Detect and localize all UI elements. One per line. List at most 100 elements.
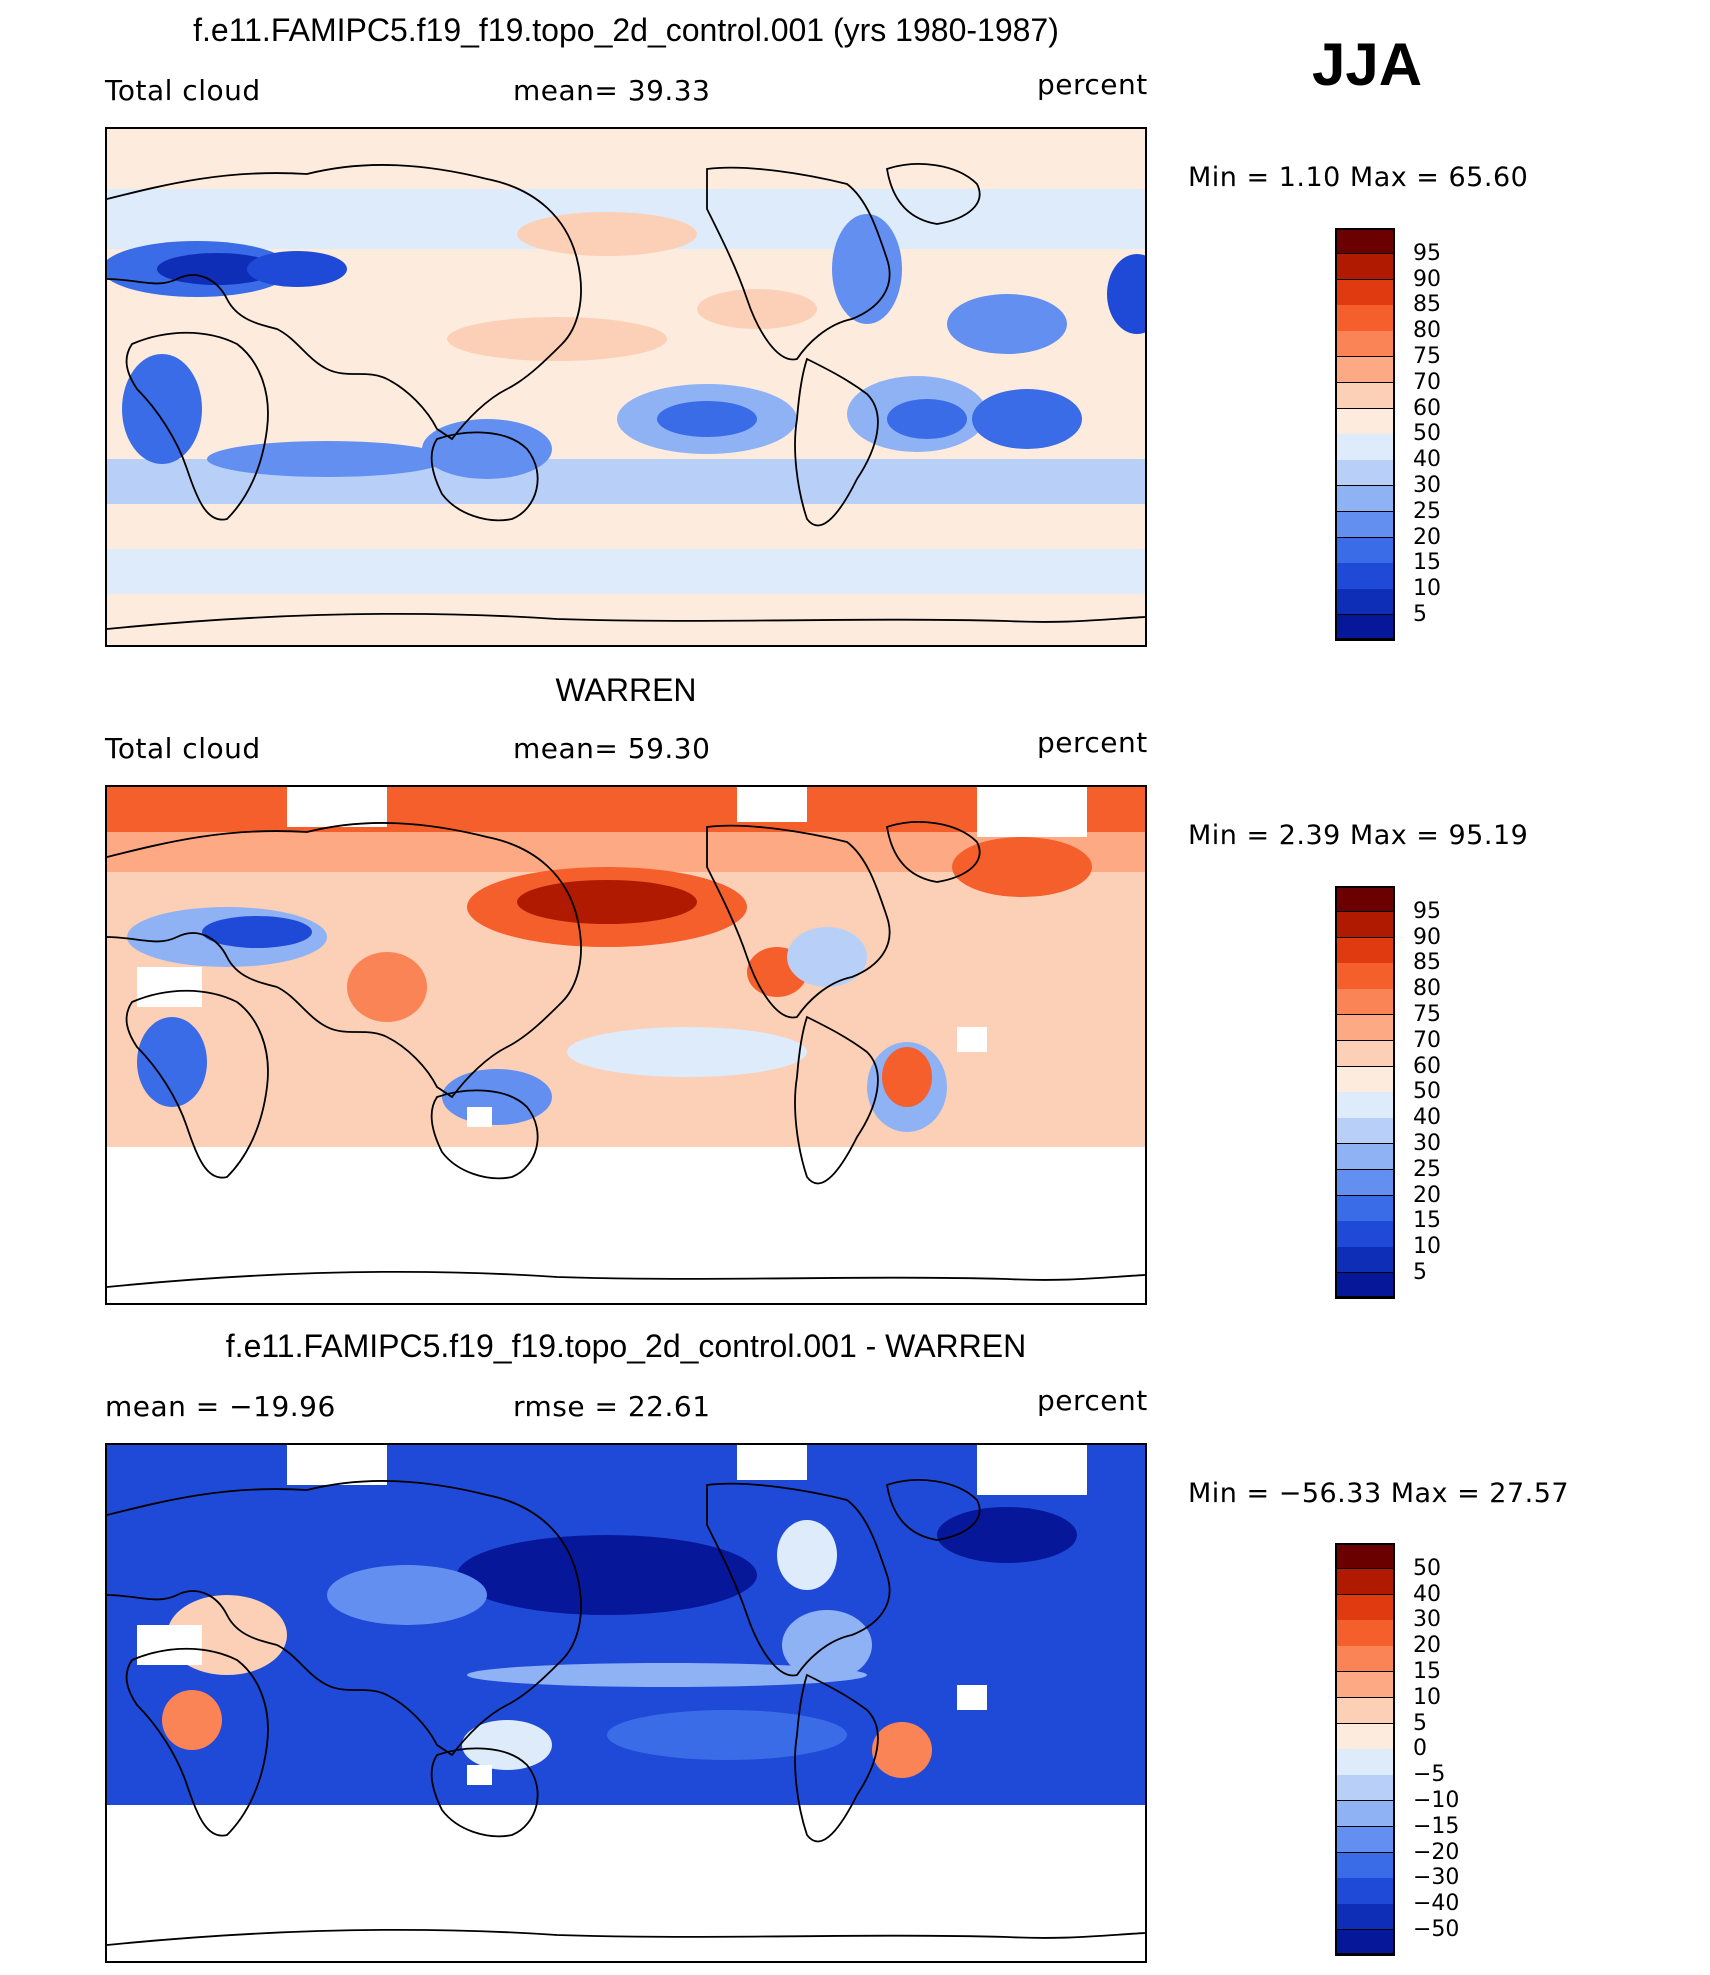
colorbar-label: 10 [1413,576,1441,602]
field-missing [737,787,807,822]
colorbar-label: 5 [1413,1710,1427,1736]
field-blob [202,916,312,948]
colorbar-label: −30 [1413,1865,1460,1891]
field-missing [137,1625,202,1665]
field-blob [657,401,757,437]
coastline-2 [125,1647,269,1837]
field-blob [787,927,867,987]
colorbar-swatch [1335,1878,1395,1905]
field-blob [347,952,427,1022]
colorbar-label: −20 [1413,1839,1460,1865]
field-blob [872,1722,932,1778]
colorbar-swatch [1335,963,1395,990]
field-missing [467,1765,492,1785]
coastline-4 [706,824,891,1019]
colorbar-label: −50 [1413,1917,1460,1942]
colorbar-swatch [1335,1775,1395,1802]
colorbar-swatch [1335,1273,1395,1300]
colorbar-label: 90 [1413,266,1441,292]
colorbar-swatch [1335,1040,1395,1068]
colorbar-label: 60 [1413,1053,1441,1079]
coastline-2 [125,989,269,1179]
field-missing [957,1027,987,1052]
field-missing [977,787,1087,837]
colorbar-label: 80 [1413,976,1441,1002]
colorbar-swatch [1335,1697,1395,1725]
colorbar-label: 20 [1413,1182,1441,1208]
colorbar-swatch [1335,460,1395,487]
colorbar-swatch [1335,1015,1395,1042]
panel-2-left-label: Total cloud [105,732,261,765]
colorbar-label: 70 [1413,1027,1441,1053]
colorbar-swatch [1335,1092,1395,1119]
colorbar-swatch [1335,1568,1395,1596]
panel-2-minmax: Min = 2.39 Max = 95.19 [1188,820,1529,851]
colorbar-label: −15 [1413,1813,1460,1839]
field-blob [607,1710,847,1760]
panel-2-title: WARREN [555,672,697,708]
colorbar-label: 30 [1413,1607,1441,1633]
coastline-4 [706,1482,891,1677]
colorbar-swatch [1335,911,1395,939]
field-blob [247,251,347,287]
colorbar-swatch [1335,382,1395,410]
coastline-2 [125,331,269,521]
panel-2-mean-label: mean= 59.30 [513,732,711,765]
field-blob [457,1535,757,1615]
panel-2-units-label: percent [1037,726,1148,759]
season-label: JJA [1312,31,1423,98]
colorbar-label: 75 [1413,1002,1441,1027]
colorbar-swatch [1335,937,1395,964]
colorbar-swatch [1335,1723,1395,1750]
colorbar-label: 40 [1413,1105,1441,1131]
colorbar-swatch [1335,1801,1395,1828]
map-canvas [107,129,1145,645]
field-blob [122,354,202,464]
field-blob [137,1017,207,1107]
field-blob [467,1663,867,1687]
field-blob [517,880,697,924]
colorbar-label: 10 [1413,1234,1441,1260]
colorbar-label: 20 [1413,524,1441,550]
colorbar-swatch [1335,989,1395,1016]
colorbar-swatch [1335,279,1395,306]
colorbar-swatch [1335,1672,1395,1699]
panel-3-map [105,1443,1147,1963]
field-missing [287,1445,387,1485]
field-blob [972,389,1082,449]
colorbar-swatch [1335,1195,1395,1222]
coastline-1 [107,1480,582,1757]
colorbar-swatch [1335,537,1395,564]
colorbar-label: 0 [1413,1736,1427,1762]
coastline-7 [107,1928,1145,1946]
map-canvas [107,787,1145,1303]
colorbar-label: 60 [1413,395,1441,421]
field-blob [567,1027,807,1077]
field-blob [882,1047,932,1107]
colorbar-label: 85 [1413,292,1441,318]
field-band-southern-ocean [107,549,1145,594]
colorbar-label: −5 [1413,1762,1446,1788]
colorbar-swatch [1335,305,1395,332]
field-blob [327,1565,487,1625]
colorbar-label: 40 [1413,447,1441,473]
coastline-3 [430,431,539,522]
colorbar-swatch [1335,1543,1395,1570]
colorbar-label: −10 [1413,1788,1460,1813]
field-blob [157,253,277,285]
coastline-7 [107,1270,1145,1288]
colorbar-label: 30 [1413,1131,1441,1156]
colorbar-label: 50 [1413,1079,1441,1105]
coastline-6 [885,163,981,225]
coastline-6 [885,1479,981,1541]
colorbar-swatch [1335,228,1395,255]
colorbar-swatch [1335,434,1395,461]
colorbar-label: 20 [1413,1633,1441,1659]
colorbar-label: 70 [1413,369,1441,395]
field-missing [467,1107,492,1127]
colorbar-swatch [1335,886,1395,913]
field-missing [137,967,202,1007]
coastline-3 [430,1747,539,1838]
field-missing-south [107,1147,1145,1303]
colorbar-swatch [1335,1247,1395,1274]
